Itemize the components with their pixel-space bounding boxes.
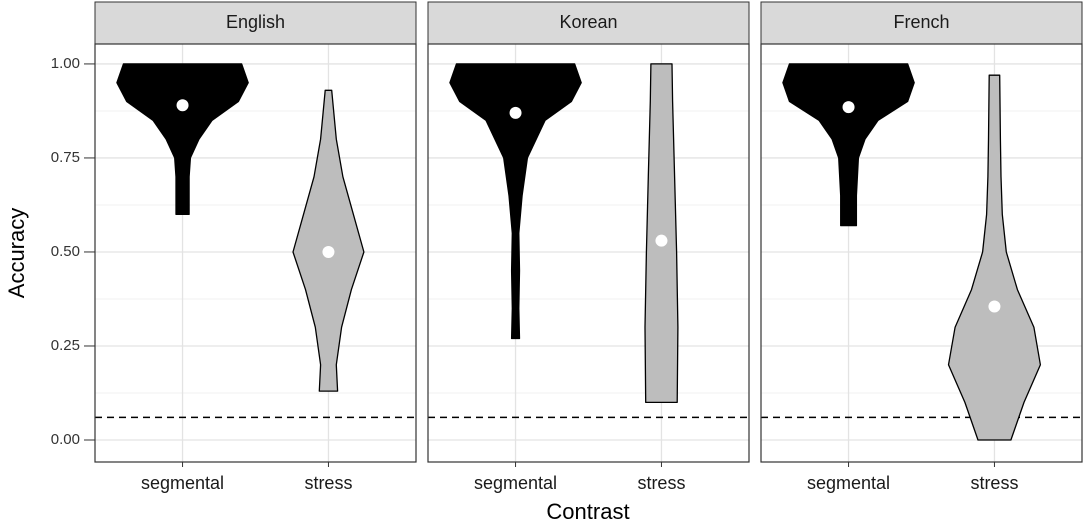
x-tick-label: stress (637, 473, 685, 493)
mean-point (988, 300, 1001, 313)
y-tick-label: 0.50 (51, 243, 80, 260)
facet-title: French (893, 12, 949, 32)
violin (644, 63, 679, 404)
panel-border (427, 43, 750, 463)
panel-border (94, 43, 417, 463)
y-tick-label: 1.00 (51, 55, 80, 72)
violin (292, 89, 365, 392)
x-tick-label: segmental (141, 473, 224, 493)
x-tick-label: segmental (474, 473, 557, 493)
y-tick-label: 0.00 (51, 431, 80, 448)
strip (94, 1, 417, 45)
facet-title: Korean (559, 12, 617, 32)
violin (449, 63, 582, 340)
x-tick-label: stress (970, 473, 1018, 493)
x-tick-label: stress (304, 473, 352, 493)
strip (760, 1, 1083, 45)
mean-point (509, 106, 522, 119)
x-tick-label: segmental (807, 473, 890, 493)
y-axis-title: Accuracy (4, 208, 29, 298)
facet-title: English (226, 12, 285, 32)
mean-point (176, 99, 189, 112)
panel-border (760, 43, 1083, 463)
y-tick-label: 0.25 (51, 337, 80, 354)
mean-point (842, 101, 855, 114)
x-axis-title: Contrast (546, 499, 629, 524)
violin (947, 74, 1042, 441)
violin (782, 63, 915, 227)
mean-point (322, 245, 335, 258)
violin (116, 63, 249, 216)
y-tick-label: 0.75 (51, 149, 80, 166)
mean-point (655, 234, 668, 247)
